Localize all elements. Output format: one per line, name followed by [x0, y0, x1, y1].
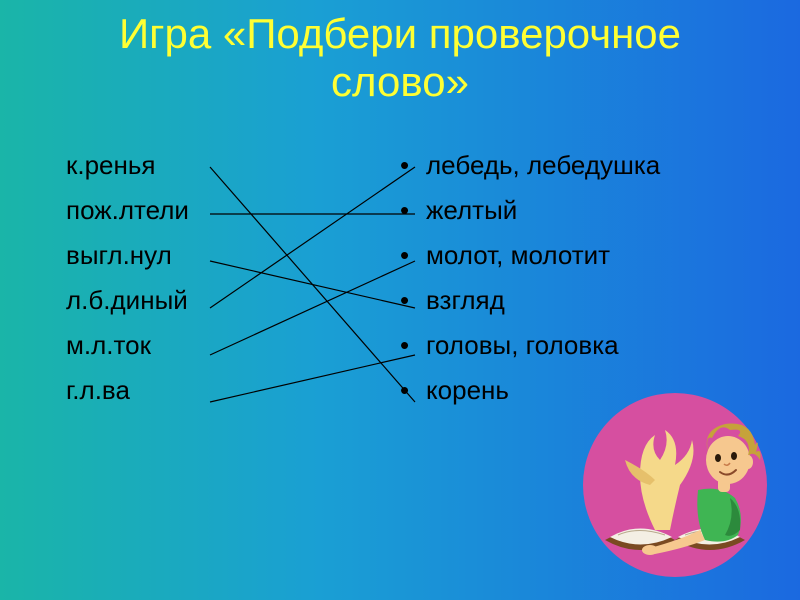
- right-item: •лебедь, лебедушка: [400, 150, 760, 181]
- left-item-text: пож.лтели: [66, 195, 189, 226]
- left-item: к.ренья: [40, 150, 400, 181]
- left-item: л.б.диный: [40, 285, 400, 316]
- left-item-text: г.л.ва: [66, 375, 130, 406]
- left-item-text: л.б.диный: [66, 285, 188, 316]
- left-item-text: м.л.ток: [66, 330, 151, 361]
- slide-title: Игра «Подбери проверочное слово»: [0, 10, 800, 107]
- bullet: •: [400, 240, 426, 271]
- title-line1: Игра «Подбери проверочное: [0, 10, 800, 58]
- bullet: •: [400, 195, 426, 226]
- right-item-text: молот, молотит: [426, 240, 610, 271]
- slide: Игра «Подбери проверочное слово» к.ренья…: [0, 0, 800, 600]
- right-item: •взгляд: [400, 285, 760, 316]
- left-item: г.л.ва: [40, 375, 400, 406]
- right-item-text: корень: [426, 375, 509, 406]
- left-item-text: выгл.нул: [66, 240, 172, 271]
- bullet: •: [400, 375, 426, 406]
- right-item-text: желтый: [426, 195, 517, 226]
- right-item: •желтый: [400, 195, 760, 226]
- right-item-text: лебедь, лебедушка: [426, 150, 660, 181]
- right-column: •лебедь, лебедушка•желтый•молот, молотит…: [400, 150, 760, 420]
- bullet: •: [400, 285, 426, 316]
- left-column: к.ренья пож.лтели выгл.нул л.б.диный м.л.ток…: [40, 150, 400, 420]
- left-item: выгл.нул: [40, 240, 400, 271]
- bullet: •: [400, 150, 426, 181]
- right-item-text: взгляд: [426, 285, 505, 316]
- title-line2: слово»: [0, 58, 800, 106]
- right-item-text: головы, головка: [426, 330, 619, 361]
- columns: к.ренья пож.лтели выгл.нул л.б.диный м.л.ток…: [40, 150, 760, 420]
- left-item: пож.лтели: [40, 195, 400, 226]
- right-item: •молот, молотит: [400, 240, 760, 271]
- left-item-text: к.ренья: [66, 150, 156, 181]
- bullet: •: [400, 330, 426, 361]
- right-item: •головы, головка: [400, 330, 760, 361]
- illustration: [580, 390, 770, 580]
- left-item: м.л.ток: [40, 330, 400, 361]
